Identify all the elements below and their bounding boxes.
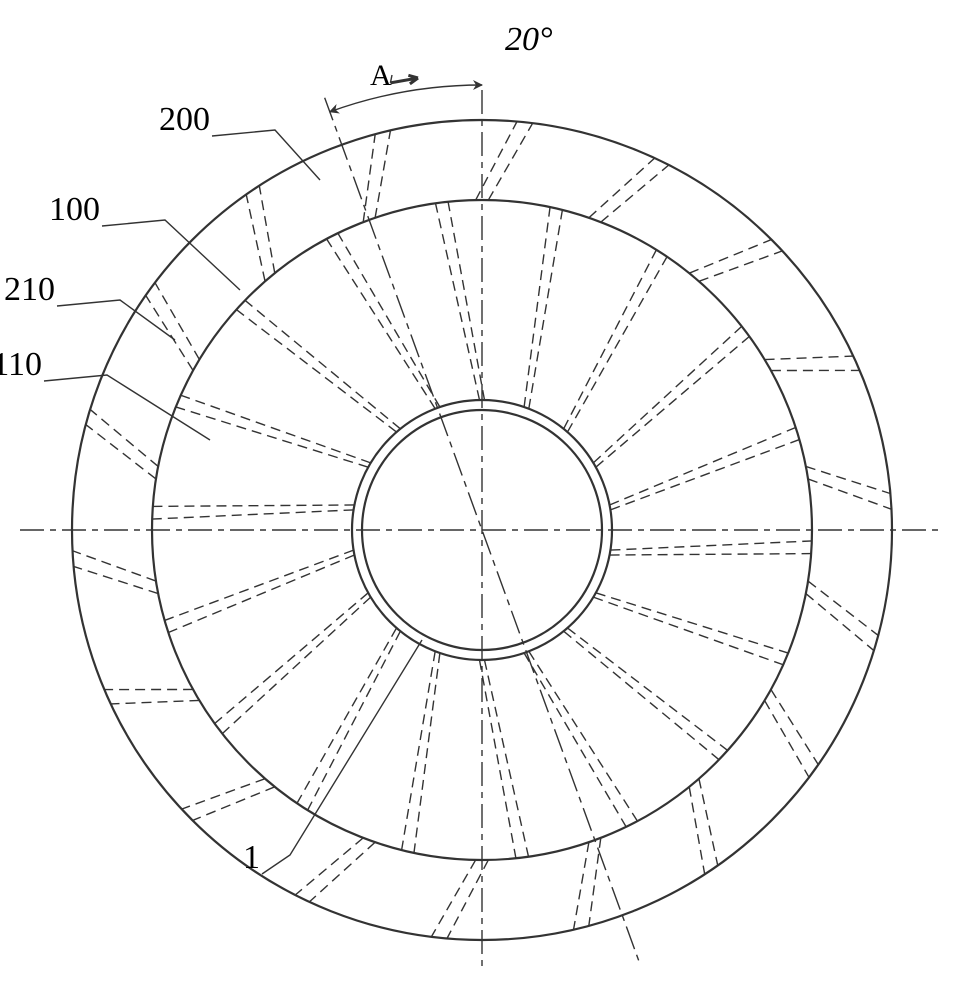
vane-outer-edge — [309, 842, 375, 902]
vane-inner-edge — [593, 597, 783, 665]
vane-outer-edge — [488, 123, 532, 200]
vane-inner-edge — [165, 550, 354, 620]
vane-outer-edge — [574, 842, 589, 929]
vane-inner-edge — [236, 310, 396, 432]
vane-outer-edge — [193, 787, 275, 821]
vane-inner-edge — [152, 510, 353, 519]
vane-inner-edge — [564, 631, 719, 759]
vane-inner-edge — [308, 631, 401, 810]
vane-outer-edge — [765, 356, 854, 359]
vane-outer-edge — [431, 860, 475, 937]
vane-outer-edge — [73, 551, 156, 581]
angle-dimension-arc — [330, 85, 482, 112]
leader-line — [102, 220, 240, 290]
vane-inner-edge — [436, 203, 480, 400]
vane-inner-edge — [480, 660, 516, 858]
vane-inner-edge — [524, 653, 626, 827]
vane-inner-edge — [596, 336, 750, 467]
vane-outer-edge — [86, 425, 156, 479]
vane-outer-edge — [155, 283, 199, 360]
vane-inner-edge — [448, 202, 484, 400]
vane-inner-edge — [567, 257, 667, 432]
vane-inner-edge — [338, 233, 440, 407]
vane-inner-edge — [610, 541, 811, 550]
vane-outer-edge — [295, 838, 363, 895]
vane-inner-edge — [327, 239, 436, 409]
vane-inner-edge — [610, 440, 799, 510]
vane-outer-edge — [699, 251, 782, 281]
vane-outer-edge — [689, 787, 704, 874]
ref-label: 110 — [0, 346, 42, 383]
section-arrow — [390, 75, 418, 84]
vane-outer-edge — [74, 566, 159, 593]
vane-outer-edge — [589, 158, 655, 218]
angle-value: 20° — [505, 21, 553, 58]
vane-inner-edge — [245, 300, 400, 428]
vane-inner-edge — [215, 593, 369, 724]
vane-outer-edge — [806, 594, 874, 651]
vane-outer-edge — [259, 186, 274, 273]
vane-outer-edge — [806, 466, 891, 493]
ref-label: 100 — [49, 191, 100, 228]
vane-inner-edge — [610, 554, 812, 555]
section-label: A — [370, 59, 392, 92]
vane-outer-edge — [601, 165, 669, 222]
vane-inner-edge — [596, 593, 788, 653]
vane-outer-edge — [90, 409, 158, 466]
engineering-diagram: 20° A 200 100 210 110 1 — [0, 0, 965, 1000]
leader-line — [57, 300, 175, 340]
center-lines — [20, 90, 944, 970]
vane-outer-edge — [246, 195, 265, 282]
vane-inner-edge — [567, 628, 727, 750]
vane-outer-edge — [771, 689, 818, 764]
vane-outer-edge — [375, 130, 390, 217]
leader-line — [212, 130, 320, 180]
vane-inner-edge — [564, 250, 657, 429]
vane-inner-edge — [529, 651, 638, 821]
vane-inner-edge — [168, 555, 354, 632]
ref-label: 1 — [243, 839, 260, 876]
ref-label: 200 — [159, 101, 210, 138]
vane-inner-edge — [153, 505, 355, 506]
dimensions: 20° A — [330, 21, 553, 112]
vane-outer-edge — [111, 700, 200, 703]
vane-outer-edge — [182, 779, 265, 809]
vane-outer-edge — [146, 295, 193, 370]
vane-outer-edge — [765, 700, 809, 777]
vane-outer-edge — [689, 240, 771, 274]
vane-inner-edge — [484, 660, 528, 857]
vane-inner-edge — [297, 628, 397, 803]
vane-outer-edge — [808, 581, 878, 635]
vane-outer-edge — [699, 779, 718, 866]
ref-label: 210 — [4, 271, 55, 308]
vane-inner-edge — [181, 395, 371, 463]
vane-outer-edge — [808, 479, 891, 509]
vane-inner-edge — [610, 427, 796, 504]
